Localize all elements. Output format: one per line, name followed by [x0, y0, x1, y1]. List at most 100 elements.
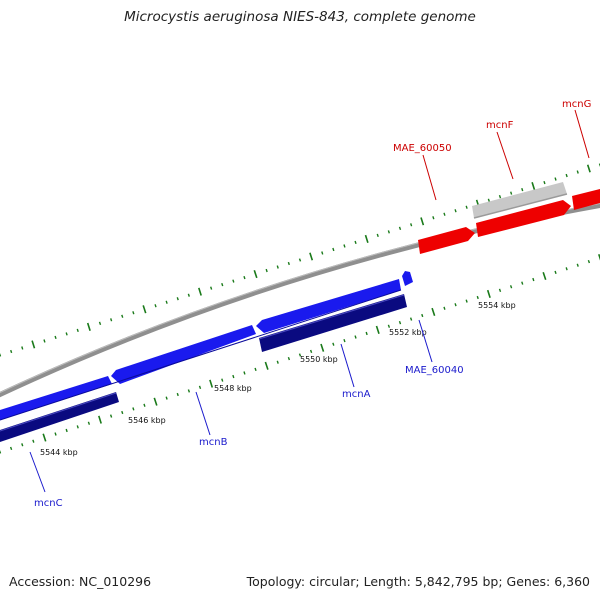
inner-tick-minor	[32, 439, 35, 443]
gene-mcnc-arrow[interactable]	[0, 376, 112, 420]
outer-tick-major	[31, 340, 36, 349]
gene-mcng-arrow[interactable]	[572, 189, 600, 210]
gene-label-mcnf[interactable]: mcnF	[486, 120, 514, 131]
outer-tick-minor	[110, 318, 113, 322]
outer-tick-minor	[543, 180, 546, 185]
outer-tick-minor	[510, 191, 513, 195]
inner-tick-minor	[454, 303, 457, 307]
gene-label-mcnb[interactable]: mcnB	[199, 437, 228, 448]
outer-tick-minor	[221, 282, 224, 287]
inner-tick-major	[486, 289, 491, 298]
outer-tick-minor	[154, 304, 157, 308]
inner-tick-major	[320, 343, 325, 352]
outer-tick-minor	[265, 268, 268, 273]
outer-tick-major	[309, 252, 314, 261]
gene-mae-60040-arrow[interactable]	[402, 271, 413, 286]
inner-tick-minor	[443, 306, 446, 310]
inner-tick-minor	[365, 331, 368, 336]
inner-tick-ring	[0, 253, 600, 454]
gene-mcnf-cds[interactable]	[472, 182, 567, 218]
inner-tick-minor	[276, 360, 279, 364]
inner-tick-minor	[576, 263, 579, 267]
leader-mae-60050	[422, 154, 437, 201]
gene-label-mcnc[interactable]: mcnC	[34, 498, 63, 509]
inner-tick-minor	[298, 353, 302, 357]
inner-tick-major	[431, 307, 436, 316]
inner-tick-minor	[398, 320, 402, 325]
inner-tick-major	[598, 253, 600, 261]
outer-tick-major	[364, 234, 369, 243]
outer-tick-minor	[10, 349, 13, 354]
outer-tick-minor	[332, 247, 335, 252]
inner-tick-minor	[521, 281, 524, 285]
map-title: Microcystis aeruginosa NIES-843, complet…	[124, 9, 476, 25]
inner-tick-minor	[287, 356, 291, 361]
gene-label-mcna[interactable]: mcnA	[342, 389, 371, 400]
outer-tick-minor	[565, 173, 568, 178]
outer-tick-minor	[498, 194, 502, 199]
outer-tick-minor	[243, 275, 246, 280]
cds-mcna[interactable]	[259, 294, 407, 352]
inner-tick-major	[542, 271, 547, 281]
outer-tick-minor	[0, 353, 2, 357]
inner-tick-major	[375, 325, 380, 334]
outer-tick-major	[531, 182, 536, 191]
outer-tick-minor	[398, 226, 402, 231]
inner-tick-minor	[76, 425, 79, 429]
outer-tick-minor	[410, 223, 413, 227]
inner-tick-minor	[187, 389, 191, 393]
outer-tick-minor	[98, 321, 102, 326]
inner-tick-minor	[465, 299, 468, 303]
gene-mcnb-arrow[interactable]	[111, 325, 256, 384]
inner-tick-minor	[332, 342, 335, 346]
inner-tick-minor	[554, 270, 557, 275]
inner-tick-minor	[587, 259, 591, 264]
outer-tick-minor	[132, 311, 135, 315]
outer-tick-minor	[376, 233, 379, 238]
kbp-label-5550: 5550 kbp	[300, 355, 338, 364]
outer-tick-minor	[343, 244, 346, 248]
inner-tick-minor	[143, 403, 146, 407]
inner-tick-minor	[409, 317, 413, 321]
outer-tick-major	[420, 217, 425, 226]
inner-tick-minor	[254, 367, 257, 372]
inner-tick-major	[264, 361, 269, 370]
leader-mcnc	[29, 451, 46, 493]
inner-tick-minor	[565, 267, 568, 271]
gene-label-mae-60040[interactable]: MAE_60040	[405, 365, 464, 376]
inner-tick-major	[42, 433, 47, 442]
inner-tick-minor	[165, 396, 168, 400]
outer-tick-minor	[576, 170, 579, 174]
outer-tick-minor	[321, 251, 324, 255]
outer-tick-minor	[432, 216, 435, 220]
outer-tick-minor	[210, 286, 213, 290]
blue-arrow-outline	[0, 289, 402, 421]
outer-tick-major	[142, 305, 147, 314]
outer-tick-minor	[76, 328, 79, 333]
gene-label-mae-60050[interactable]: MAE_60050	[393, 143, 452, 154]
outer-tick-minor	[21, 346, 24, 350]
inner-tick-minor	[354, 335, 357, 339]
outer-tick-minor	[465, 205, 468, 209]
kbp-label-5546: 5546 kbp	[128, 416, 166, 425]
cds-mcnc-highlight	[0, 392, 117, 432]
inner-tick-minor	[343, 338, 346, 343]
leader-mae-60040	[418, 319, 433, 363]
gene-mcnf-arrow[interactable]	[476, 200, 571, 237]
genome-stats-label: Topology: circular; Length: 5,842,795 bp…	[246, 574, 590, 589]
outer-tick-minor	[554, 177, 557, 181]
kbp-label-5552: 5552 kbp	[389, 328, 427, 337]
cds-mcna-highlight	[258, 294, 405, 340]
gene-label-mcng[interactable]: mcnG	[562, 99, 591, 110]
cds-mcnc[interactable]	[0, 392, 119, 442]
inner-tick-minor	[509, 285, 513, 289]
inner-tick-minor	[121, 410, 124, 415]
gene-mae-60050[interactable]	[418, 227, 475, 254]
outer-tick-minor	[165, 300, 168, 304]
gene-mcna-arrow[interactable]	[256, 279, 401, 333]
inner-tick-major	[209, 379, 214, 388]
inner-tick-minor	[387, 324, 391, 328]
gene-mcnf-cds-shadow	[473, 193, 568, 219]
outer-tick-minor	[232, 279, 235, 283]
